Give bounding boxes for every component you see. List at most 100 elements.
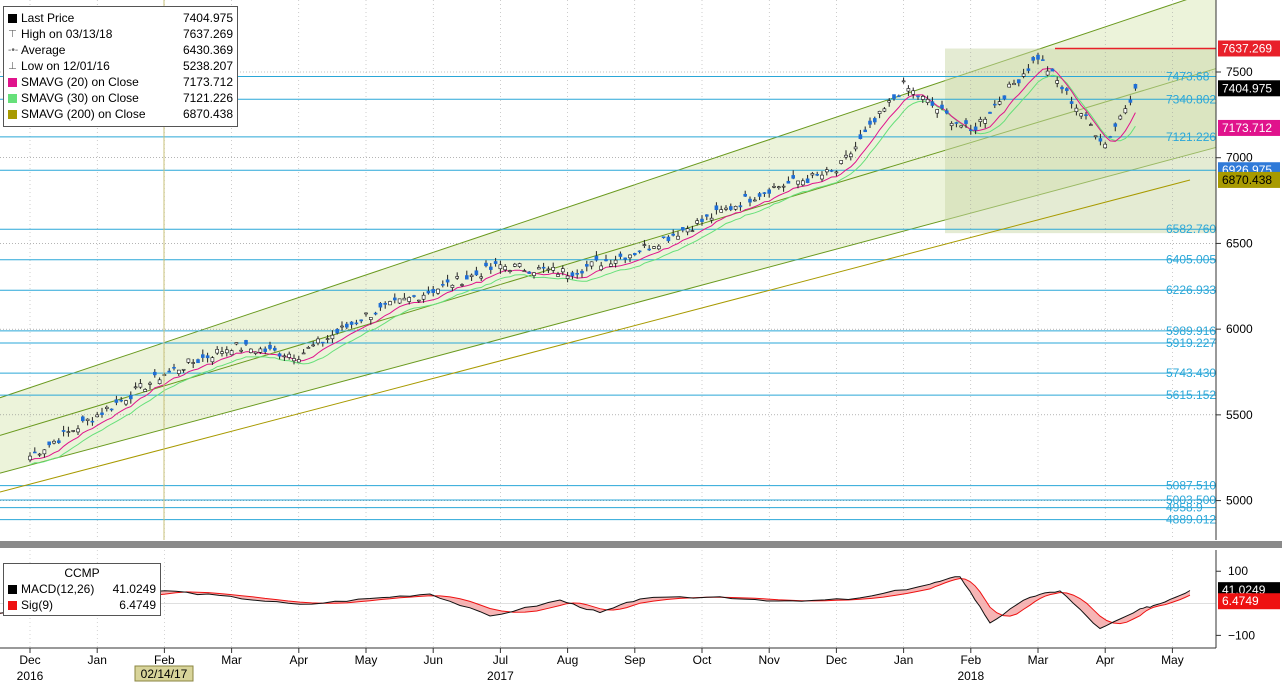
candle-body — [191, 362, 195, 364]
candle-body — [642, 244, 647, 246]
candle-body — [272, 347, 277, 351]
right-value-tag-label: 7637.269 — [1222, 41, 1272, 55]
candle-body — [426, 291, 431, 294]
candle-body — [258, 348, 263, 353]
candle-body — [52, 440, 56, 444]
candle-body — [517, 263, 522, 267]
candle-body — [1098, 138, 1103, 142]
candle-body — [1050, 68, 1055, 72]
candle-body — [810, 173, 815, 176]
x-tick-label: Mar — [221, 653, 242, 667]
candle-body — [637, 250, 642, 253]
candle-body — [316, 338, 320, 344]
candle-body — [1069, 101, 1074, 104]
price-level-label: 5989.916 — [1166, 324, 1216, 338]
candle-body — [143, 389, 147, 392]
candle-body — [167, 370, 171, 373]
candle-body — [239, 349, 243, 352]
candle-body — [493, 261, 498, 264]
candle-body — [138, 383, 143, 388]
candle-body — [930, 101, 935, 106]
price-level-label: 5615.152 — [1166, 388, 1216, 402]
candle-body — [834, 171, 839, 174]
candle-body — [201, 354, 205, 358]
candle-body — [560, 268, 565, 273]
candle-body — [805, 178, 810, 183]
candle-body — [858, 134, 863, 140]
candle-body — [1026, 68, 1031, 71]
candle-body — [181, 368, 186, 371]
candle-body — [397, 298, 402, 304]
candle-body — [234, 342, 239, 345]
candle-body — [872, 118, 877, 123]
candle-body — [608, 263, 613, 267]
candle-body — [28, 455, 32, 461]
candle-body — [421, 294, 426, 300]
candle-body — [676, 235, 680, 240]
cursor-date-label: 02/14/17 — [141, 667, 188, 681]
candle-body — [229, 350, 234, 356]
y-tick-label: 5500 — [1226, 408, 1253, 422]
candle-body — [700, 218, 704, 222]
candle-body — [503, 266, 508, 271]
candle-body — [474, 270, 479, 276]
candle-body — [186, 358, 191, 363]
legend-item: SMAVG (20) on Close 7173.712 — [8, 74, 233, 90]
candle-body — [37, 453, 42, 456]
x-tick-label: Dec — [826, 653, 847, 667]
candle-body — [402, 297, 407, 301]
price-level-label: 5003.500 — [1166, 493, 1216, 507]
candle-body — [249, 348, 253, 353]
candle-body — [325, 338, 330, 340]
candle-body — [1055, 80, 1059, 84]
candle-body — [887, 100, 892, 103]
legend-symbol-icon: ⊥ — [8, 60, 17, 72]
x-tick-label: May — [1161, 653, 1184, 667]
candle-body — [844, 154, 848, 158]
candle-body — [704, 214, 709, 217]
candle-body — [479, 276, 484, 279]
candle-body — [292, 358, 296, 362]
candle-body — [460, 284, 464, 286]
candle-body — [1065, 88, 1069, 91]
candle-body — [997, 101, 1002, 105]
candle-body — [532, 272, 536, 276]
price-level-label: 5743.430 — [1166, 366, 1216, 380]
legend-swatch — [8, 77, 17, 87]
legend-label: High on 03/13/18 — [21, 27, 113, 41]
candle-body — [450, 284, 455, 288]
fib-retracement-box — [945, 48, 1216, 234]
legend-item: SMAVG (200) on Close 6870.438 — [8, 106, 233, 122]
legend-label: Last Price — [21, 11, 75, 25]
candle-body — [522, 270, 527, 272]
panel-separator — [0, 541, 1282, 548]
legend-swatch — [8, 93, 17, 103]
candle-body — [383, 302, 388, 305]
legend-item: Last Price 7404.975 — [8, 10, 233, 26]
candle-body — [488, 266, 493, 270]
macd-y-tick-label: 100 — [1228, 564, 1248, 578]
candle-body — [848, 153, 853, 157]
y-tick-label: 7500 — [1226, 65, 1253, 79]
candle-body — [901, 80, 906, 83]
macd-legend-value: 6.4749 — [119, 598, 156, 612]
candle-body — [47, 441, 52, 446]
candle-body — [983, 118, 988, 124]
candle-body — [541, 266, 546, 269]
regression-channel-fill — [0, 0, 1216, 474]
x-year-label: 2018 — [957, 669, 984, 682]
candle-body — [781, 185, 786, 188]
candle-body — [282, 355, 287, 358]
candle-body — [1079, 113, 1083, 117]
candle-body — [628, 254, 632, 259]
candle-body — [66, 431, 71, 433]
x-tick-label: Jun — [424, 653, 443, 667]
x-tick-label: May — [355, 653, 378, 667]
candle-body — [172, 366, 176, 369]
candle-body — [32, 451, 37, 454]
candle-body — [1012, 83, 1016, 86]
macd-legend-item: Sig(9) 6.4749 — [8, 597, 156, 613]
legend-value: 7173.712 — [182, 75, 233, 89]
candle-body — [119, 399, 123, 402]
